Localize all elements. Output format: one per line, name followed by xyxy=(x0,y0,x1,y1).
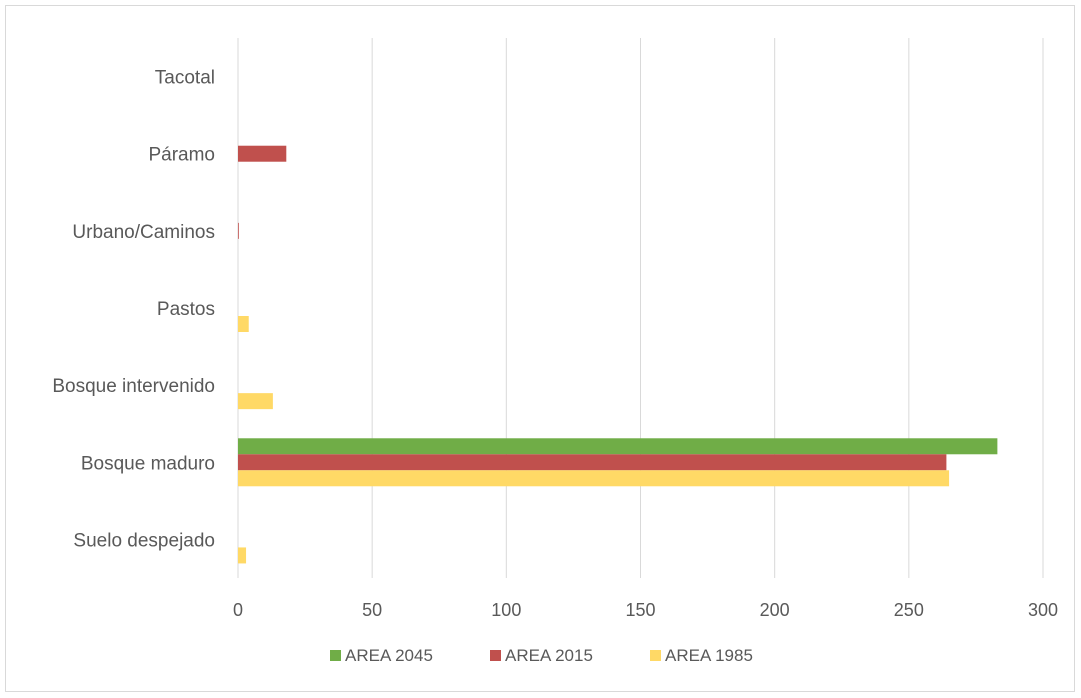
category-labels: Suelo despejado Bosque maduro Bosque inter… xyxy=(52,68,215,552)
bar-area-2015-p-ramo xyxy=(238,145,287,162)
x-tick-label: 200 xyxy=(760,600,790,620)
legend: AREA 2045 AREA 2015 AREA 1985 xyxy=(330,646,753,665)
legend-label-area-2045: AREA 2045 xyxy=(345,646,433,665)
bar-chart: Suelo despejado Bosque maduro Bosque inter… xyxy=(52,38,1058,665)
bars xyxy=(238,145,998,564)
legend-swatch-area-1985 xyxy=(650,650,661,661)
category-label-p-ramo: Páramo xyxy=(148,145,215,166)
bar-area-1985-bosque-intervenido xyxy=(238,393,273,410)
legend-swatch-area-2045 xyxy=(330,650,341,661)
category-label-bosque-intervenido: Bosque intervenido xyxy=(52,376,215,397)
legend-swatch-area-2015 xyxy=(490,650,501,661)
x-tick-label: 50 xyxy=(362,600,382,620)
bar-area-1985-suelo-despejado xyxy=(238,547,247,564)
bar-area-2015-bosque-maduro xyxy=(238,454,947,471)
x-tick-labels: 0 50 100 150 200 250 300 xyxy=(233,600,1058,620)
category-label-suelo-despejado: Suelo despejado xyxy=(73,530,215,551)
x-tick-label: 250 xyxy=(894,600,924,620)
bar-area-2045-bosque-maduro xyxy=(238,438,998,455)
bar-area-1985-pastos xyxy=(238,316,249,332)
category-label-pastos: Pastos xyxy=(157,299,215,320)
x-tick-label: 0 xyxy=(233,600,243,620)
x-tick-label: 300 xyxy=(1028,600,1058,620)
gridlines xyxy=(237,38,1044,578)
x-tick-label: 100 xyxy=(491,600,521,620)
legend-label-area-2015: AREA 2015 xyxy=(505,646,593,665)
category-label-urbano-caminos: Urbano/Caminos xyxy=(72,222,215,243)
category-label-bosque-maduro: Bosque maduro xyxy=(81,453,215,474)
category-label-tacotal: Tacotal xyxy=(155,68,215,89)
chart-frame: Suelo despejado Bosque maduro Bosque inter… xyxy=(5,5,1075,692)
legend-label-area-1985: AREA 1985 xyxy=(665,646,753,665)
bar-area-1985-bosque-maduro xyxy=(238,470,950,487)
x-tick-label: 150 xyxy=(625,600,655,620)
bar-area-2015-urbano-caminos xyxy=(238,222,239,239)
